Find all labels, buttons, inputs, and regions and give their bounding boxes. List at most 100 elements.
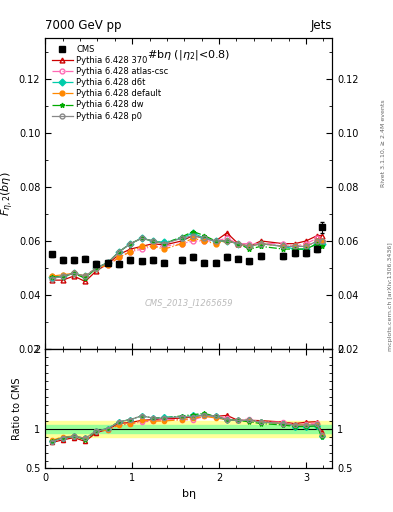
Pythia 6.428 d6t — [191, 230, 195, 236]
Pythia 6.428 370 — [202, 235, 207, 241]
Pythia 6.428 370 — [259, 238, 263, 244]
Pythia 6.428 d6t — [259, 241, 263, 247]
Pythia 6.428 default — [105, 262, 110, 268]
Pythia 6.428 p0 — [304, 243, 309, 249]
Pythia 6.428 atlas-csc — [247, 241, 252, 247]
Pythia 6.428 d6t — [247, 243, 252, 249]
Pythia 6.428 dw — [202, 232, 207, 239]
Pythia 6.428 atlas-csc — [162, 243, 167, 249]
Pythia 6.428 dw — [162, 241, 167, 247]
Pythia 6.428 dw — [292, 246, 297, 252]
Pythia 6.428 d6t — [105, 260, 110, 266]
Pythia 6.428 dw — [259, 243, 263, 249]
Pythia 6.428 d6t — [213, 238, 218, 244]
Pythia 6.428 p0 — [162, 241, 167, 247]
Pythia 6.428 d6t — [94, 265, 99, 271]
Pythia 6.428 dw — [128, 241, 133, 247]
Pythia 6.428 dw — [236, 241, 241, 247]
Pythia 6.428 d6t — [292, 246, 297, 252]
Pythia 6.428 d6t — [281, 243, 286, 249]
Pythia 6.428 p0 — [292, 243, 297, 249]
Pythia 6.428 p0 — [117, 249, 121, 255]
Pythia 6.428 atlas-csc — [236, 241, 241, 247]
Line: Pythia 6.428 default: Pythia 6.428 default — [50, 236, 324, 279]
Pythia 6.428 atlas-csc — [72, 270, 76, 276]
Text: CMS_2013_I1265659: CMS_2013_I1265659 — [144, 298, 233, 307]
Pythia 6.428 370 — [315, 232, 320, 239]
Pythia 6.428 370 — [319, 232, 324, 239]
Pythia 6.428 default — [94, 265, 99, 271]
Pythia 6.428 dw — [105, 260, 110, 266]
Pythia 6.428 dw — [179, 234, 184, 240]
Pythia 6.428 370 — [247, 243, 252, 249]
Pythia 6.428 default — [50, 273, 55, 279]
X-axis label: bη: bη — [182, 489, 196, 499]
Pythia 6.428 default — [315, 238, 320, 244]
Pythia 6.428 d6t — [140, 235, 144, 241]
Pythia 6.428 atlas-csc — [224, 235, 229, 241]
Pythia 6.428 370 — [151, 241, 155, 247]
Pythia 6.428 370 — [213, 238, 218, 244]
Bar — [45, 424, 332, 433]
Pythia 6.428 dw — [247, 246, 252, 252]
Pythia 6.428 p0 — [50, 276, 55, 282]
Pythia 6.428 p0 — [319, 238, 324, 244]
Line: Pythia 6.428 d6t: Pythia 6.428 d6t — [50, 230, 324, 280]
Pythia 6.428 d6t — [72, 270, 76, 276]
Pythia 6.428 d6t — [128, 241, 133, 247]
Pythia 6.428 atlas-csc — [140, 246, 144, 252]
Pythia 6.428 dw — [50, 274, 55, 281]
Pythia 6.428 370 — [60, 277, 65, 283]
Pythia 6.428 p0 — [83, 273, 88, 279]
Line: Pythia 6.428 dw: Pythia 6.428 dw — [50, 229, 324, 281]
Pythia 6.428 370 — [304, 238, 309, 244]
Pythia 6.428 atlas-csc — [105, 262, 110, 268]
Pythia 6.428 dw — [281, 246, 286, 252]
Pythia 6.428 d6t — [319, 241, 324, 247]
Pythia 6.428 dw — [315, 241, 320, 247]
Pythia 6.428 dw — [72, 270, 76, 276]
Pythia 6.428 atlas-csc — [259, 241, 263, 247]
Pythia 6.428 370 — [72, 273, 76, 279]
Pythia 6.428 p0 — [202, 235, 207, 241]
Pythia 6.428 atlas-csc — [315, 235, 320, 241]
Pythia 6.428 default — [213, 241, 218, 247]
Pythia 6.428 default — [202, 238, 207, 244]
Pythia 6.428 370 — [191, 232, 195, 239]
Pythia 6.428 d6t — [162, 239, 167, 245]
Pythia 6.428 370 — [281, 241, 286, 247]
Pythia 6.428 dw — [224, 238, 229, 244]
Pythia 6.428 atlas-csc — [319, 238, 324, 244]
Pythia 6.428 dw — [304, 246, 309, 252]
Pythia 6.428 dw — [94, 265, 99, 271]
Pythia 6.428 default — [224, 238, 229, 244]
Pythia 6.428 370 — [128, 246, 133, 252]
Line: Pythia 6.428 p0: Pythia 6.428 p0 — [50, 233, 324, 281]
Pythia 6.428 370 — [236, 241, 241, 247]
Bar — [45, 421, 332, 437]
Text: 7000 GeV pp: 7000 GeV pp — [45, 19, 122, 32]
Pythia 6.428 p0 — [151, 238, 155, 244]
Pythia 6.428 default — [162, 246, 167, 252]
Pythia 6.428 dw — [213, 238, 218, 244]
Pythia 6.428 atlas-csc — [83, 273, 88, 279]
Pythia 6.428 default — [281, 243, 286, 249]
Pythia 6.428 dw — [117, 249, 121, 255]
Pythia 6.428 370 — [105, 261, 110, 267]
Pythia 6.428 p0 — [281, 243, 286, 249]
Pythia 6.428 dw — [191, 228, 195, 234]
Pythia 6.428 atlas-csc — [151, 243, 155, 249]
Pythia 6.428 default — [140, 243, 144, 249]
Pythia 6.428 d6t — [236, 241, 241, 247]
Pythia 6.428 370 — [179, 238, 184, 244]
Pythia 6.428 370 — [50, 277, 55, 283]
Pythia 6.428 370 — [162, 242, 167, 248]
Pythia 6.428 default — [319, 238, 324, 244]
Pythia 6.428 default — [128, 249, 133, 255]
Pythia 6.428 370 — [140, 243, 144, 249]
Pythia 6.428 370 — [117, 251, 121, 258]
Pythia 6.428 p0 — [72, 270, 76, 276]
Pythia 6.428 default — [304, 243, 309, 249]
Text: mcplots.cern.ch [arXiv:1306.3436]: mcplots.cern.ch [arXiv:1306.3436] — [388, 243, 393, 351]
Pythia 6.428 default — [151, 243, 155, 249]
